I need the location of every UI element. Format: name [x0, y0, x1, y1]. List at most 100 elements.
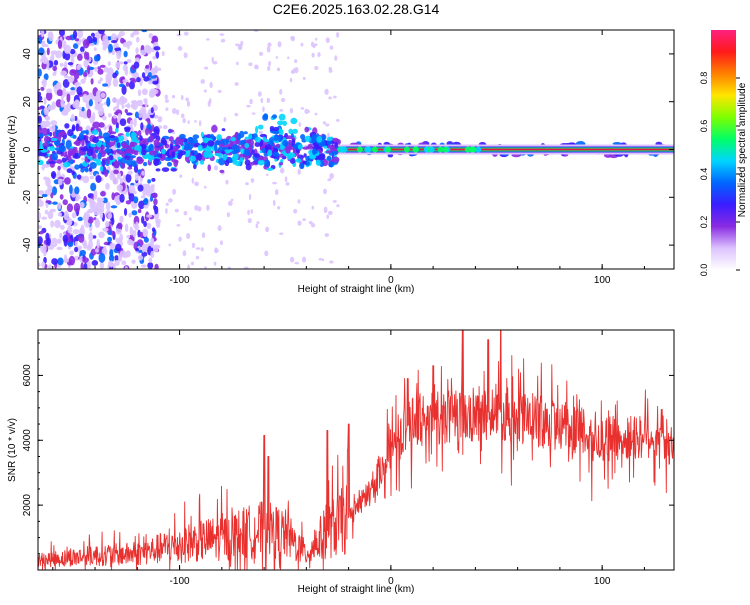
spectrogram-cell [318, 257, 323, 261]
spectrogram-cell [428, 146, 435, 153]
spectrogram-cell [43, 163, 50, 168]
spectrogram-cell [301, 256, 307, 263]
spectrogram-cell [251, 112, 256, 115]
spectrogram-cell [123, 207, 128, 216]
spectrogram-cell [108, 254, 115, 262]
spectrogram-cell [62, 234, 68, 243]
spectrogram-cell [217, 225, 222, 232]
spectrogram-cell [182, 250, 187, 257]
spectrogram-cell [41, 216, 48, 220]
spectrogram-cell [244, 136, 249, 140]
spectrogram-cell [333, 95, 337, 99]
spectrogram-cell [135, 47, 139, 54]
spectrogram-cell [67, 62, 74, 66]
spectrogram-cell [45, 177, 51, 187]
spectrogram-cell [218, 152, 223, 159]
spectrogram-cell [100, 92, 106, 99]
spectrogram-cell [153, 204, 157, 211]
spectrogram-cell [116, 184, 123, 192]
spectrogram-cell [291, 138, 296, 147]
spectrogram-cell [216, 134, 222, 141]
spectrogram-cell [290, 36, 295, 40]
spectrogram-cell [47, 184, 53, 192]
spectrogram-cell [44, 115, 51, 121]
snr-x-tick-label: 100 [594, 576, 611, 587]
spectrogram-cell [291, 128, 298, 134]
spectrogram-cell [259, 133, 267, 138]
spectrogram-cell [38, 230, 44, 235]
snr-y-tick-label: 4000 [22, 429, 33, 452]
spectrogram-cell [214, 140, 222, 146]
spectrogram-cell [299, 162, 305, 170]
spectrogram-cell [203, 89, 207, 93]
spectrogram-cell [464, 146, 471, 153]
spectrogram-cell [324, 88, 329, 95]
spectrogram-cell [326, 214, 330, 219]
spectrogram-cell [249, 98, 253, 105]
spectrogram-cell [365, 146, 372, 153]
spectrogram-cell [279, 108, 284, 112]
spectrogram-cell [166, 161, 173, 167]
spectrogram-cell [296, 150, 300, 154]
spectrogram-cell [265, 226, 270, 233]
spectrogram-cell [304, 126, 310, 133]
spectrogram-cell [84, 168, 89, 173]
spectrogram-cell [57, 165, 61, 171]
spectrogram-cell [107, 236, 113, 243]
spectrogram-cell [294, 66, 299, 74]
spectrogram-x-tick-label: 100 [594, 275, 611, 286]
spectrogram-cell [240, 139, 246, 145]
spectrogram-cell [326, 155, 332, 161]
spectrogram-cell [117, 135, 125, 142]
spectrogram-cell [137, 254, 144, 261]
spectrogram-cell [90, 78, 94, 85]
spectrogram-cell [100, 191, 106, 197]
spectrogram-cell [136, 101, 144, 107]
spectrogram-cell [119, 118, 127, 127]
figure-title: C2E6.2025.163.02.28.G14 [273, 1, 440, 17]
spectrogram-cell [199, 159, 205, 165]
spectrogram-cell [162, 124, 168, 130]
spectrogram-cell [150, 107, 154, 114]
spectrogram-cell [183, 31, 189, 36]
spectrogram-cell [108, 135, 116, 139]
spectrogram-cell [71, 170, 75, 176]
spectrogram-cell [253, 153, 261, 158]
spectrogram-cell [143, 76, 150, 82]
spectrogram-cell [302, 76, 306, 80]
spectrogram-cell [131, 259, 136, 264]
spectrogram-cell [139, 135, 143, 141]
spectrogram-cell [119, 233, 124, 242]
spectrogram-cell [89, 161, 97, 169]
spectrogram-cell [189, 155, 196, 162]
spectrogram-cell [78, 152, 87, 156]
spectrogram-cell [243, 266, 249, 269]
spectrogram-cell [45, 91, 53, 101]
spectrogram-cell [272, 181, 277, 185]
spectrogram-cell [119, 250, 127, 257]
spectrogram-cell [80, 224, 85, 235]
spectrogram-cell [256, 221, 260, 224]
spectrogram-cell [272, 199, 276, 207]
spectrogram-cell [171, 159, 177, 163]
spectrogram-cell [288, 139, 292, 144]
spectrogram-cell [119, 177, 123, 184]
spectrogram-cell [222, 153, 228, 161]
spectrogram-cell [297, 220, 302, 226]
spectrogram-cell [279, 232, 284, 235]
spectrogram-cell [151, 177, 156, 182]
spectrogram-cell [70, 159, 74, 165]
spectrogram-cell [234, 112, 239, 117]
spectrogram-cell [98, 252, 106, 263]
spectrogram-cell [227, 266, 231, 269]
spectrogram-cell [251, 149, 255, 156]
spectrogram-cell [80, 51, 85, 55]
spectrogram-cell [102, 227, 109, 232]
spectrogram-cell [57, 169, 61, 177]
spectrogram-y-tick-label: 40 [22, 48, 33, 60]
spectrogram-cell [209, 81, 213, 89]
spectrogram-cell [38, 68, 42, 77]
spectrogram-cell [112, 77, 119, 87]
spectrogram-cell [223, 116, 227, 123]
spectrogram-cell [140, 122, 144, 131]
